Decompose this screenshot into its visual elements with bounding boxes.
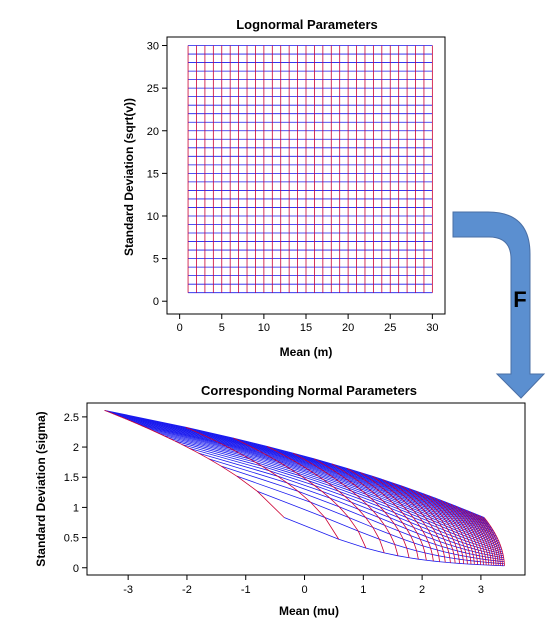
grid-line-constant-m xyxy=(416,490,465,564)
grid-line-constant-m xyxy=(459,507,490,566)
grid-line-constant-m xyxy=(467,510,495,566)
x-tick-label: 10 xyxy=(258,322,270,334)
grid-line-constant-m xyxy=(382,479,446,563)
x-tick-label: 30 xyxy=(426,322,438,334)
y-tick-label: 25 xyxy=(147,83,159,95)
y-tick-label: 0 xyxy=(73,563,79,575)
grid-line-constant-m xyxy=(470,511,497,566)
y-tick-label: 5 xyxy=(153,254,159,266)
grid-line-constant-m xyxy=(233,437,367,549)
top-chart-title: Lognormal Parameters xyxy=(236,17,378,32)
grid-line-constant-m xyxy=(435,497,475,565)
y-tick-label: 15 xyxy=(147,168,159,180)
grid-line-constant-m xyxy=(477,514,501,566)
grid-line-constant-m xyxy=(392,482,451,563)
y-tick-label: 10 xyxy=(147,211,159,223)
top-y-axis-label: Standard Deviation (sqrt(v)) xyxy=(122,98,136,256)
grid-line-constant-m xyxy=(474,513,499,566)
top-grid xyxy=(187,45,433,294)
grid-line-constant-m xyxy=(360,472,434,562)
x-tick-label: 25 xyxy=(384,322,396,334)
bottom-y-axis-label: Standard Deviation (sigma) xyxy=(34,411,48,566)
x-tick-label: 1 xyxy=(360,584,366,596)
y-tick-label: 2 xyxy=(73,442,79,454)
grid-line-constant-m xyxy=(331,463,419,560)
grid-line-constant-m xyxy=(185,426,340,540)
y-tick-label: 0 xyxy=(153,296,159,308)
arrow-shape xyxy=(452,211,546,399)
grid-line-constant-m xyxy=(455,505,487,566)
x-tick-label: -3 xyxy=(123,584,133,596)
grid-line-constant-m xyxy=(408,488,460,564)
x-tick-label: 0 xyxy=(301,584,307,596)
x-tick-label: 0 xyxy=(177,322,183,334)
bottom-x-axis: -3 -2 -1 0 1 2 3 xyxy=(123,575,484,596)
grid-line-constant-m xyxy=(463,508,492,566)
top-x-axis-label: Mean (m) xyxy=(280,345,333,359)
grid-line-constant-m xyxy=(450,503,484,565)
top-y-axis: 0 5 10 15 20 25 30 xyxy=(147,41,167,308)
grid-line-constant-m xyxy=(292,452,399,556)
arrow-label: F xyxy=(513,287,526,312)
y-tick-label: 20 xyxy=(147,126,159,138)
y-tick-label: 1.5 xyxy=(64,472,79,484)
x-tick-label: -1 xyxy=(241,584,251,596)
grid-line-constant-m xyxy=(480,516,503,566)
grid-line-constant-m xyxy=(429,495,472,565)
grid-line-constant-m xyxy=(483,517,505,566)
y-tick-label: 0.5 xyxy=(64,533,79,545)
bottom-y-axis: 0 0.5 1 1.5 2 2.5 xyxy=(64,412,87,575)
x-tick-label: 20 xyxy=(342,322,354,334)
x-tick-label: -2 xyxy=(182,584,192,596)
y-tick-label: 1 xyxy=(73,502,79,514)
x-tick-label: 3 xyxy=(478,584,484,596)
grid-line-constant-m xyxy=(440,499,478,565)
grid-line-constant-m xyxy=(104,409,285,518)
grid-line-constant-m xyxy=(400,485,456,564)
x-tick-label: 5 xyxy=(219,322,225,334)
grid-line-constant-m xyxy=(445,501,481,565)
grid-line-constant-m xyxy=(346,468,427,561)
bottom-chart-title: Corresponding Normal Parameters xyxy=(201,383,417,398)
grid-line-constant-m xyxy=(313,458,410,558)
y-tick-label: 2.5 xyxy=(64,412,79,424)
grid-line-constant-m xyxy=(371,475,441,562)
grid-line-constant-m xyxy=(266,445,385,554)
chart-lognormal: Lognormal Parameters 0 5 10 15 20 25 30 0 5 10 15… xyxy=(122,17,446,359)
chart-normal: Corresponding Normal Parameters -3 -2 -1 0 1… xyxy=(34,383,526,618)
grid-line-constant-s xyxy=(284,517,505,567)
bottom-x-axis-label: Mean (mu) xyxy=(279,604,339,618)
y-tick-label: 30 xyxy=(147,41,159,53)
top-x-axis: 0 5 10 15 20 25 30 xyxy=(177,314,438,334)
bottom-grid xyxy=(104,409,505,567)
x-tick-label: 15 xyxy=(300,322,312,334)
x-tick-label: 2 xyxy=(419,584,425,596)
grid-line-constant-m xyxy=(422,493,468,565)
transform-arrow: F xyxy=(452,211,546,399)
